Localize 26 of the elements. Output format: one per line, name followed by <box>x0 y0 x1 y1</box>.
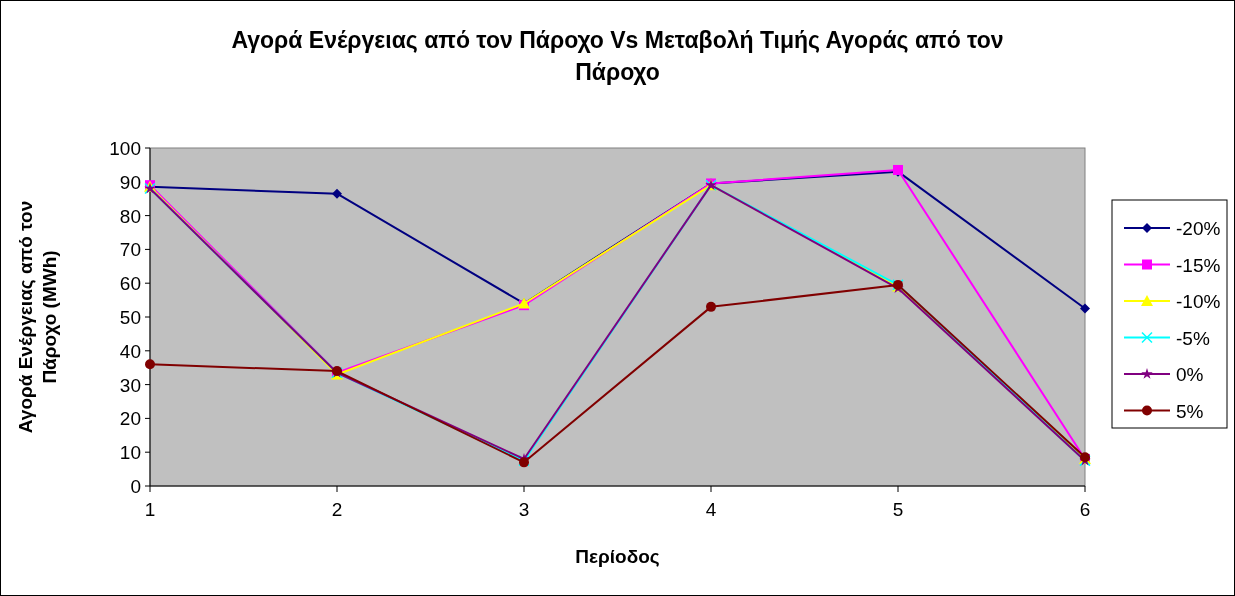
legend-label: -10% <box>1176 291 1221 312</box>
x-axis-title: Περίοδος <box>575 546 660 567</box>
y-tick-label: 70 <box>119 239 141 261</box>
y-tick-label: 0 <box>130 476 141 497</box>
legend-label: -5% <box>1176 327 1210 349</box>
legend-label: 5% <box>1176 400 1204 422</box>
y-tick-label: 30 <box>119 374 141 396</box>
y-tick-label: 90 <box>119 171 141 193</box>
x-tick-label: 1 <box>144 499 156 520</box>
legend-label: -20% <box>1176 218 1221 239</box>
y-tick-label: 50 <box>119 307 141 328</box>
y-tick-label: 80 <box>119 205 141 227</box>
legend-label: 0% <box>1176 364 1204 385</box>
y-tick-label: 40 <box>119 340 141 362</box>
y-tick-label: 100 <box>109 138 141 159</box>
y-tick-label: 10 <box>119 442 141 464</box>
legend-label: -15% <box>1176 254 1221 276</box>
x-tick-label: 4 <box>705 499 717 520</box>
x-tick-label: 6 <box>1079 499 1091 520</box>
x-tick-label: 5 <box>892 499 904 520</box>
y-tick-label: 60 <box>119 273 141 295</box>
y-tick-label: 20 <box>119 408 141 430</box>
x-tick-label: 3 <box>518 499 530 520</box>
x-tick-label: 2 <box>331 499 343 520</box>
y-axis-title: Αγορά Ενέργειας από τον Πάροχο (MWh) <box>15 200 60 434</box>
chart-title: Αγορά Ενέργειας από τον Πάροχο Vs Μεταβολή Τιμής Αγοράς από τον Πάροχο <box>231 27 1004 85</box>
